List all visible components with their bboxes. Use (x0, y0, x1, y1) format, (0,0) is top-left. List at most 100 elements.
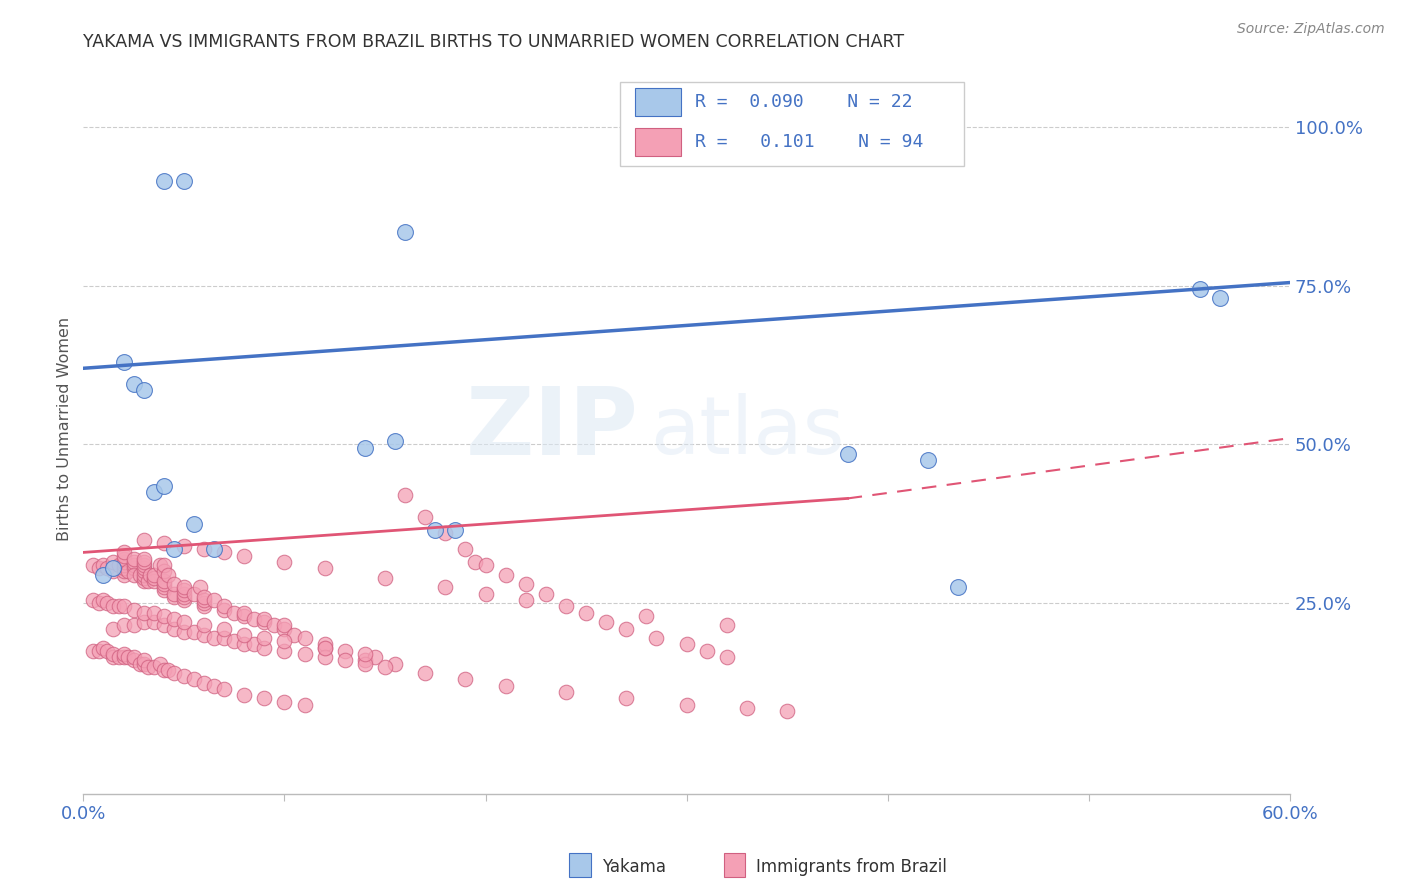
Point (152, 574, 174, 588)
Point (314, 640, 336, 655)
Point (243, 637, 266, 651)
Point (132, 565, 155, 579)
Point (122, 567, 145, 582)
Point (142, 571, 165, 585)
Point (112, 599, 135, 614)
Point (273, 622, 295, 636)
Point (193, 596, 215, 610)
Point (534, 587, 557, 601)
Point (314, 650, 336, 665)
Point (193, 542, 215, 557)
Point (93, 593, 115, 607)
Point (132, 574, 155, 588)
Point (103, 561, 125, 575)
Point (156, 567, 179, 582)
Point (89, 644, 111, 658)
Point (614, 622, 637, 636)
Y-axis label: Births to Unmarried Women: Births to Unmarried Women (58, 317, 72, 541)
Point (434, 526, 457, 541)
Point (273, 695, 295, 709)
Point (515, 577, 537, 591)
Point (193, 599, 215, 614)
Point (132, 384, 155, 398)
Point (152, 174, 174, 188)
Point (149, 657, 172, 671)
Bar (569, 853, 591, 877)
Point (716, 650, 738, 665)
Point (152, 565, 174, 579)
Point (103, 565, 125, 579)
Text: R =   0.101    N = 94: R = 0.101 N = 94 (695, 133, 924, 151)
Point (253, 691, 276, 706)
Point (152, 577, 174, 591)
Point (112, 555, 135, 569)
Point (212, 631, 235, 645)
Text: Yakama: Yakama (602, 858, 666, 876)
Point (132, 571, 155, 585)
Point (142, 574, 165, 588)
Point (212, 622, 235, 636)
Point (122, 377, 145, 392)
Point (173, 583, 195, 598)
Point (1208, 292, 1230, 306)
Point (224, 634, 246, 648)
Point (93, 567, 115, 582)
Point (645, 631, 668, 645)
Point (132, 606, 155, 620)
Point (112, 561, 135, 575)
Point (82, 644, 104, 658)
Point (413, 666, 436, 681)
Point (193, 628, 215, 642)
Point (103, 622, 125, 636)
Text: Source: ZipAtlas.com: Source: ZipAtlas.com (1237, 22, 1385, 37)
Point (112, 565, 135, 579)
Point (152, 479, 174, 493)
Point (173, 615, 195, 630)
Point (89, 596, 111, 610)
Point (152, 536, 174, 550)
Point (333, 644, 356, 658)
Point (224, 606, 246, 620)
Point (112, 551, 135, 566)
Point (354, 441, 377, 455)
Point (273, 618, 295, 632)
Point (152, 608, 174, 623)
Point (96, 596, 118, 610)
Point (173, 624, 195, 639)
Point (112, 618, 135, 632)
Point (735, 701, 758, 715)
Point (273, 634, 295, 648)
Point (333, 653, 356, 667)
Point (253, 612, 276, 626)
Point (212, 599, 235, 614)
Text: YAKAMA VS IMMIGRANTS FROM BRAZIL BIRTHS TO UNMARRIED WOMEN CORRELATION CHART: YAKAMA VS IMMIGRANTS FROM BRAZIL BIRTHS … (83, 33, 904, 51)
Point (263, 618, 285, 632)
Point (152, 663, 174, 677)
Point (233, 637, 256, 651)
Point (112, 545, 135, 559)
Point (117, 565, 139, 579)
Point (122, 551, 145, 566)
Point (122, 602, 145, 616)
Point (183, 624, 205, 639)
Point (946, 580, 969, 594)
Point (636, 608, 658, 623)
Point (575, 606, 598, 620)
Point (394, 225, 416, 239)
Point (202, 679, 225, 693)
Point (122, 558, 145, 573)
Point (183, 516, 205, 531)
Point (675, 698, 697, 712)
Point (233, 549, 256, 563)
Text: atlas: atlas (651, 393, 845, 471)
Point (696, 644, 718, 658)
Point (253, 640, 276, 655)
Point (253, 631, 276, 645)
Point (156, 663, 179, 677)
Point (253, 615, 276, 630)
Point (89, 561, 111, 575)
Point (132, 533, 155, 547)
Point (202, 631, 225, 645)
Point (108, 599, 131, 614)
Point (128, 567, 150, 582)
